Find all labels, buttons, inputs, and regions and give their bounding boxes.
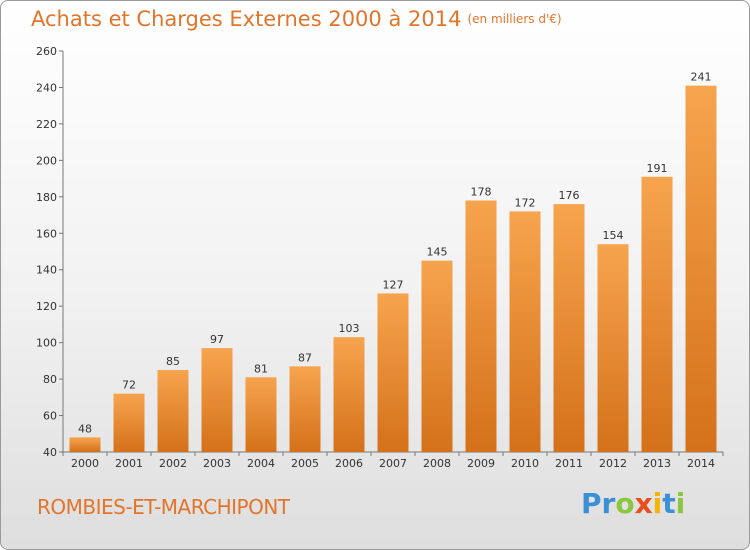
- y-tick-label: 60: [43, 410, 57, 423]
- bar: [421, 260, 453, 452]
- bar: [245, 377, 277, 452]
- bar: [113, 393, 145, 452]
- bar: [289, 366, 321, 452]
- x-tick-label: 2014: [687, 457, 715, 470]
- bar: [465, 200, 497, 452]
- x-tick-label: 2013: [643, 457, 671, 470]
- logo-letter: o: [615, 487, 635, 520]
- y-tick-label: 240: [36, 81, 57, 94]
- bar-value-label: 154: [603, 229, 624, 242]
- bar-value-label: 127: [383, 278, 404, 291]
- y-tick-label: 80: [43, 373, 57, 386]
- bar-value-label: 72: [122, 379, 136, 392]
- bar-value-label: 103: [339, 322, 360, 335]
- y-tick-label: 260: [36, 45, 57, 58]
- logo-letter: i: [652, 487, 663, 520]
- x-tick-label: 2009: [467, 457, 495, 470]
- bar: [597, 244, 629, 452]
- x-tick-label: 2008: [423, 457, 451, 470]
- chart-unit: (en milliers d'€): [467, 12, 562, 26]
- bar: [641, 176, 673, 452]
- x-tick-label: 2011: [555, 457, 583, 470]
- chart-title-text: Achats et Charges Externes 2000 à 2014: [31, 7, 462, 31]
- y-tick-label: 200: [36, 154, 57, 167]
- bar: [69, 437, 101, 452]
- chart-title: Achats et Charges Externes 2000 à 2014 (e…: [31, 7, 562, 31]
- bar-value-label: 48: [78, 422, 92, 435]
- bar: [685, 85, 717, 452]
- x-tick-label: 2005: [291, 457, 319, 470]
- logo-letter: r: [601, 487, 616, 520]
- bar: [553, 204, 585, 452]
- logo-letter: t: [662, 487, 676, 520]
- x-tick-label: 2004: [247, 457, 275, 470]
- bar-value-label: 241: [691, 71, 712, 84]
- bar-value-label: 191: [647, 162, 668, 175]
- bar-value-label: 178: [471, 185, 492, 198]
- x-tick-label: 2001: [115, 457, 143, 470]
- y-tick-label: 120: [36, 300, 57, 313]
- x-tick-label: 2007: [379, 457, 407, 470]
- y-tick-label: 40: [43, 446, 57, 459]
- bar: [201, 348, 233, 452]
- bar: [377, 293, 409, 452]
- bar-value-label: 176: [559, 189, 580, 202]
- x-tick-label: 2010: [511, 457, 539, 470]
- y-tick-label: 220: [36, 118, 57, 131]
- logo-letter: P: [581, 487, 602, 520]
- commune-name: ROMBIES-ET-MARCHIPONT: [37, 495, 290, 519]
- y-tick-label: 100: [36, 337, 57, 350]
- x-tick-label: 2003: [203, 457, 231, 470]
- logo-letter: i: [675, 487, 686, 520]
- x-tick-label: 2006: [335, 457, 363, 470]
- y-tick-label: 160: [36, 227, 57, 240]
- bar-value-label: 97: [210, 333, 224, 346]
- logo-letter: x: [634, 487, 653, 520]
- bar-value-label: 85: [166, 355, 180, 368]
- bar: [509, 211, 541, 452]
- x-tick-label: 2012: [599, 457, 627, 470]
- bar: [333, 337, 365, 452]
- x-tick-label: 2000: [71, 457, 99, 470]
- y-tick-label: 140: [36, 264, 57, 277]
- y-tick-label: 180: [36, 191, 57, 204]
- bar: [157, 369, 189, 452]
- bar-value-label: 172: [515, 196, 536, 209]
- bar-value-label: 87: [298, 351, 312, 364]
- bar-value-label: 145: [427, 246, 448, 259]
- x-tick-label: 2002: [159, 457, 187, 470]
- proxiti-logo: Proxiti: [581, 487, 685, 520]
- bar-value-label: 81: [254, 362, 268, 375]
